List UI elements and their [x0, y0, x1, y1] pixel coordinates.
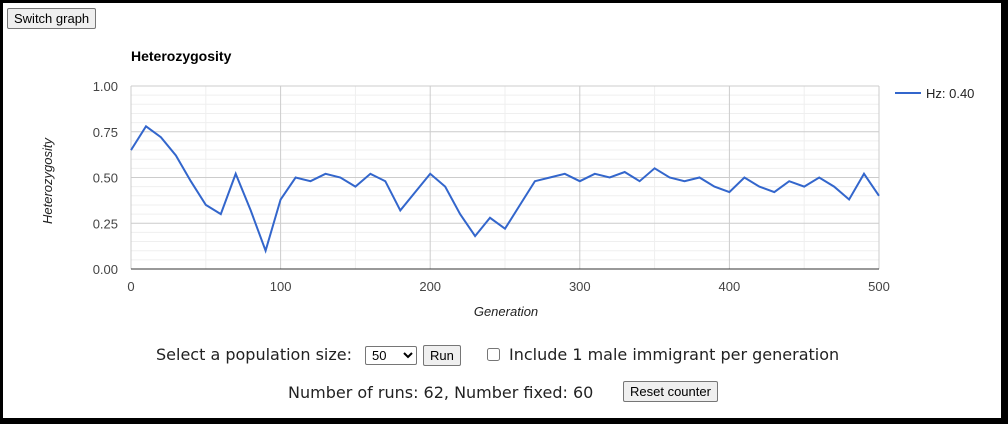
run-counter-text: Number of runs: 62, Number fixed: 60 — [288, 383, 594, 402]
y-axis-label: Heterozygosity — [40, 137, 55, 224]
x-axis-label: Generation — [474, 304, 538, 319]
switch-graph-button[interactable]: Switch graph — [7, 8, 97, 29]
legend-label: Hz: 0.40 — [926, 86, 974, 101]
y-tick-label: 0.50 — [93, 171, 118, 186]
y-tick-label: 1.00 — [93, 79, 118, 94]
x-tick-label: 400 — [719, 279, 741, 294]
app-frame: Switch graph Heterozygosity 0.00 0.25 0.50… — [3, 3, 1001, 418]
population-size-label: Select a population size: — [156, 345, 352, 364]
x-tick-label: 200 — [419, 279, 441, 294]
immigrant-label: Include 1 male immigrant per generation — [509, 345, 840, 364]
x-axis-ticks: 0 100 200 300 400 500 — [127, 279, 889, 294]
counter-row: Number of runs: 62, Number fixed: 60 Res… — [3, 341, 1001, 402]
legend: Hz: 0.40 — [895, 86, 974, 101]
immigrant-checkbox[interactable] — [487, 348, 500, 361]
population-controls: Select a population size: 50 Run Include… — [3, 343, 1001, 367]
reset-counter-button[interactable]: Reset counter — [623, 381, 718, 402]
heterozygosity-chart: Heterozygosity 0.00 0.25 0.50 0.75 1.00 0 100… — [40, 48, 974, 319]
x-tick-label: 0 — [127, 279, 134, 294]
x-tick-label: 100 — [270, 279, 292, 294]
run-button[interactable]: Run — [423, 345, 461, 366]
y-axis-ticks: 0.00 0.25 0.50 0.75 1.00 — [93, 79, 118, 277]
x-tick-label: 500 — [868, 279, 890, 294]
population-size-select[interactable]: 50 — [365, 346, 417, 365]
y-tick-label: 0.25 — [93, 216, 118, 231]
y-tick-label: 0.75 — [93, 125, 118, 140]
x-tick-label: 300 — [569, 279, 591, 294]
chart-grid — [130, 85, 880, 270]
series-line-hz — [130, 124, 880, 254]
y-tick-label: 0.00 — [93, 262, 118, 277]
chart-title: Heterozygosity — [131, 48, 232, 64]
